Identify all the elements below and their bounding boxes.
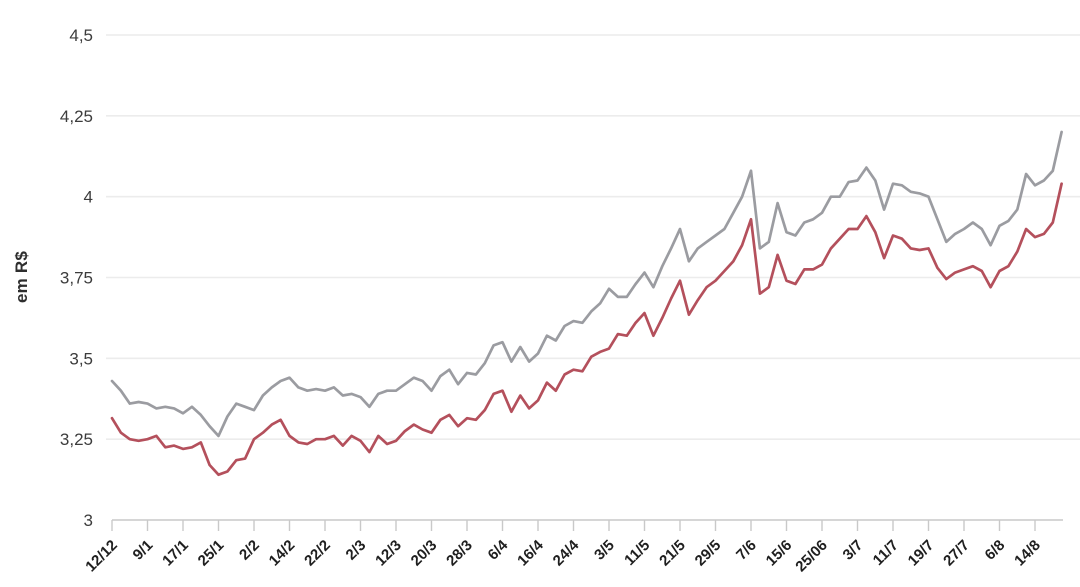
y-tick-label: 3,75 [60, 269, 93, 288]
y-tick-label: 4,25 [60, 107, 93, 126]
y-axis-title: em R$ [12, 250, 31, 304]
y-tick-label: 4,5 [69, 26, 93, 45]
x-tick-label: 2/2 [236, 537, 263, 564]
x-tick-label: 17/1 [159, 537, 192, 570]
y-tick-label: 3 [84, 511, 93, 530]
x-tick-label: 19/7 [905, 537, 938, 570]
x-tick-label: 14/2 [266, 537, 299, 570]
x-tick-label: 12/12 [82, 537, 121, 576]
x-tick-label: 25/06 [792, 537, 831, 576]
x-tick-label: 7/6 [733, 537, 760, 564]
x-tick-label: 11/5 [621, 537, 653, 569]
x-tick-label: 27/7 [940, 537, 973, 570]
y-tick-label: 3,25 [60, 430, 93, 449]
x-tick-label: 21/5 [656, 537, 689, 570]
x-tick-label: 11/7 [870, 537, 902, 569]
x-tick-label: 12/3 [372, 537, 405, 570]
x-tick-label: 6/8 [982, 537, 1009, 564]
series-line-series-gray [110, 130, 1063, 438]
x-tick-label: 2/3 [343, 537, 370, 564]
x-tick-label: 3/5 [591, 537, 618, 564]
y-tick-label: 4 [84, 188, 93, 207]
x-tick-label: 3/7 [840, 537, 867, 564]
x-tick-label: 25/1 [195, 537, 228, 570]
x-tick-label: 6/4 [485, 536, 512, 563]
x-tick-label: 24/4 [550, 536, 583, 569]
x-tick-label: 15/6 [763, 537, 796, 570]
x-tick-label: 20/3 [408, 537, 441, 570]
y-tick-label: 3,5 [69, 349, 93, 368]
x-tick-label: 22/2 [301, 537, 334, 570]
x-tick-label: 14/8 [1011, 537, 1044, 570]
x-tick-label: 16/4 [514, 536, 547, 569]
x-tick-label: 28/3 [443, 537, 476, 570]
x-tick-label: 29/5 [692, 537, 725, 570]
series-line-series-red [110, 182, 1063, 477]
x-tick-label: 9/1 [130, 537, 157, 564]
